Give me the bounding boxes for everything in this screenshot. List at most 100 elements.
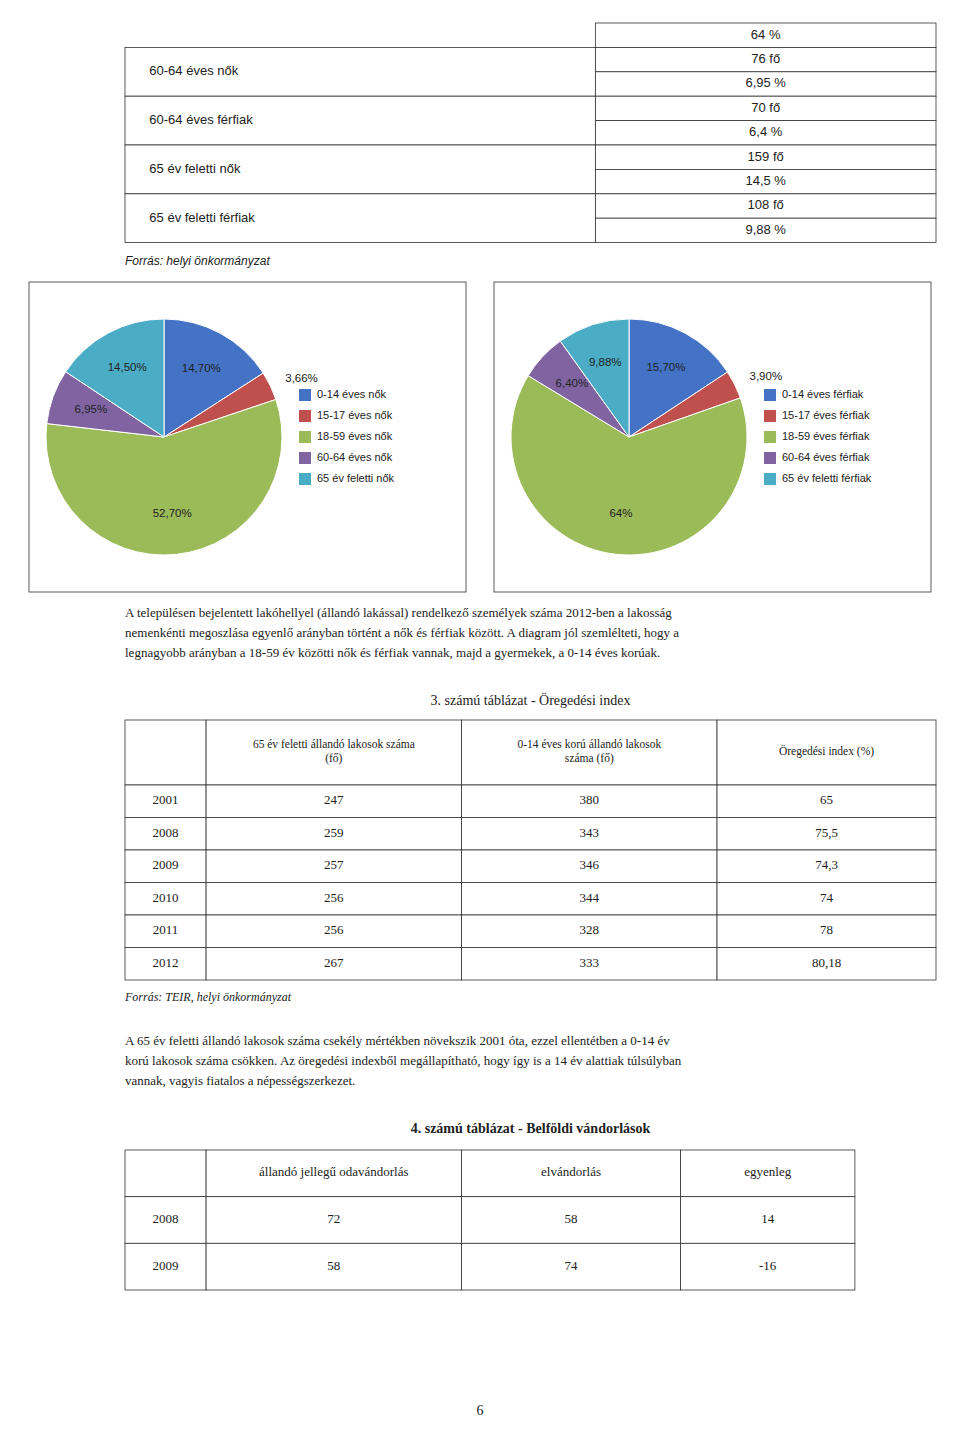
table-text: 65 — [820, 792, 833, 807]
legend-swatch — [299, 410, 311, 422]
table-title: 3. számú táblázat - Öregedési index — [431, 692, 631, 708]
table-cell — [125, 883, 206, 916]
data-label: 9,88% — [589, 356, 622, 368]
table-text: 267 — [324, 955, 344, 970]
table-cell — [462, 818, 717, 851]
data-label: 52,70% — [153, 507, 192, 519]
table-header: Öregedési index (%) — [779, 744, 874, 758]
table-text: 64 % — [751, 27, 781, 42]
table-text: 247 — [324, 792, 344, 807]
table-text: 65 év feletti nők — [149, 161, 241, 176]
table-cell — [681, 1243, 855, 1290]
chart-frame — [494, 282, 931, 592]
legend-entry: 15-17 éves nők — [317, 409, 393, 421]
table-cell — [125, 818, 206, 851]
table-cell — [125, 1197, 206, 1244]
table-text: 2008 — [153, 825, 179, 840]
table-text: 70 fő — [751, 100, 780, 115]
paragraph-line: A településen bejelentett lakóhellyel (á… — [125, 605, 672, 620]
table-text: 346 — [580, 857, 600, 872]
pie-slice — [66, 319, 164, 437]
table-text: 344 — [580, 890, 600, 905]
table-text: 2008 — [153, 1211, 179, 1226]
table-cell — [125, 1243, 206, 1290]
chart-frame — [29, 282, 466, 592]
table-cell — [206, 915, 461, 948]
table-cell — [462, 1197, 681, 1244]
table-cell — [462, 948, 717, 981]
table-text: 2011 — [153, 922, 179, 937]
table-text: 108 fő — [748, 197, 784, 212]
page-footer: 6 — [477, 1403, 484, 1418]
table-cell — [717, 720, 936, 785]
table-cell — [462, 850, 717, 883]
table-cell — [125, 194, 595, 243]
page: 64 %60-64 éves nők76 fő6,95 %60-64 éves … — [0, 0, 960, 1446]
table-text: 159 fő — [748, 149, 784, 164]
table-text: 257 — [324, 857, 344, 872]
table-cell — [717, 948, 936, 981]
legend-entry: 0-14 éves nők — [317, 388, 387, 400]
legend-swatch — [764, 452, 776, 464]
table-cell — [595, 47, 936, 71]
source-note: Forrás: helyi önkormányzat — [125, 254, 270, 268]
text-line: 0-14 éves korú állandó lakosok — [517, 738, 661, 750]
table: 3. számú táblázat - Öregedési index 65 év… — [124, 692, 936, 1004]
table-cell — [717, 850, 936, 883]
table-text: 2012 — [153, 955, 179, 970]
table-text: 380 — [580, 792, 600, 807]
table-cell — [462, 1150, 681, 1197]
table-cell — [462, 883, 717, 916]
table-cell — [595, 96, 936, 120]
table-cell — [595, 194, 936, 218]
table-cell — [125, 96, 595, 145]
table-header: egyenleg — [744, 1164, 791, 1179]
data-label: 64% — [609, 507, 632, 519]
table-cell — [595, 23, 936, 47]
table-cell — [206, 1243, 461, 1290]
table-cell — [462, 1243, 681, 1290]
table-cell — [595, 121, 936, 145]
table-cell — [462, 720, 717, 785]
table-text: 2009 — [153, 857, 179, 872]
data-label: 3,66% — [285, 372, 318, 384]
table-text: 333 — [580, 955, 600, 970]
legend-entry: 18-59 éves férfiak — [782, 430, 870, 442]
table-cell — [462, 915, 717, 948]
table-text: 259 — [324, 825, 344, 840]
legend-swatch — [764, 431, 776, 443]
top-table: 64 %60-64 éves nők76 fő6,95 %60-64 éves … — [125, 23, 936, 268]
table-text: -16 — [759, 1258, 777, 1273]
page-number: 6 — [477, 1403, 484, 1418]
paragraph-line: A 65 év feletti állandó lakosok száma cs… — [125, 1033, 670, 1048]
legend-entry: 60-64 éves nők — [317, 451, 393, 463]
table-text: 2009 — [153, 1258, 179, 1273]
table-cell — [206, 818, 461, 851]
legend-swatch — [764, 473, 776, 485]
table-cell — [125, 145, 595, 194]
table-text: 72 — [327, 1211, 340, 1226]
paragraph: A 65 év feletti állandó lakosok száma cs… — [125, 1033, 682, 1088]
legend-swatch — [299, 431, 311, 443]
table-cell — [206, 1197, 461, 1244]
table-cell — [206, 785, 461, 818]
table-cell — [125, 850, 206, 883]
table-text: 74 — [565, 1258, 579, 1273]
table-text: 74 — [820, 890, 834, 905]
table-text: 60-64 éves férfiak — [149, 112, 253, 127]
table-cell — [206, 1150, 461, 1197]
table-title: 4. számú táblázat - Belföldi vándorlások — [411, 1121, 651, 1136]
table-header: 65 év feletti állandó lakosok száma(fő) — [253, 738, 415, 765]
table-text: 75,5 — [815, 825, 838, 840]
table-cell — [125, 720, 206, 785]
table-text: 76 fő — [751, 51, 780, 66]
source-note: Forrás: TEIR, helyi önkormányzat — [124, 990, 292, 1004]
table-cell — [125, 47, 595, 96]
text-line: (fő) — [325, 752, 342, 765]
pie-chart: 14,70%3,66%52,70%6,95%14,50%0-14 éves nő… — [29, 282, 466, 592]
table-cell — [717, 818, 936, 851]
table-text: 9,88 % — [745, 222, 786, 237]
table-cell — [206, 948, 461, 981]
table-text: 14,5 % — [745, 173, 786, 188]
data-label: 14,50% — [108, 361, 147, 373]
